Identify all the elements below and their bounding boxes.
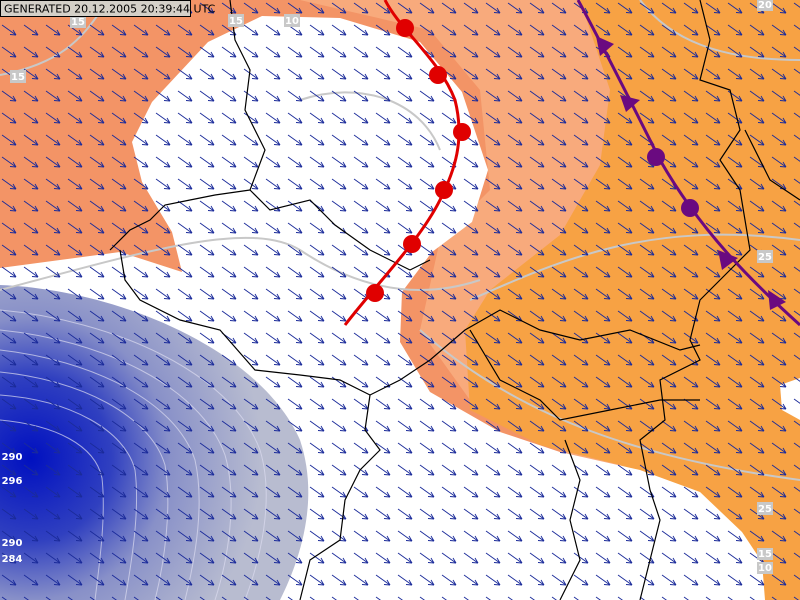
contour-label: 290 [2,538,23,549]
contour-label: 15 [11,72,25,83]
contour-label: 15 [229,16,243,27]
generated-stamp: GENERATED 20.12.2005 20:39:44 UTC [4,3,216,16]
contour-label: 290 [2,452,23,463]
header-box [0,0,191,17]
contour-label: 15 [758,549,772,560]
contour-label: 10 [758,563,772,574]
contour-labels: 15 15 15 10 20 25 25 15 10 290 296 290 2… [2,0,773,574]
contour-label: 25 [758,504,772,515]
contour-label: 296 [2,476,23,487]
borders [109,0,800,600]
contour-label: 284 [2,554,23,565]
warm-front [343,0,471,326]
contour-label: 25 [758,252,772,263]
contour-label: 20 [758,0,772,11]
contour-label: 10 [285,16,299,27]
contour-label: 15 [71,17,85,28]
occluded-front [576,0,800,327]
